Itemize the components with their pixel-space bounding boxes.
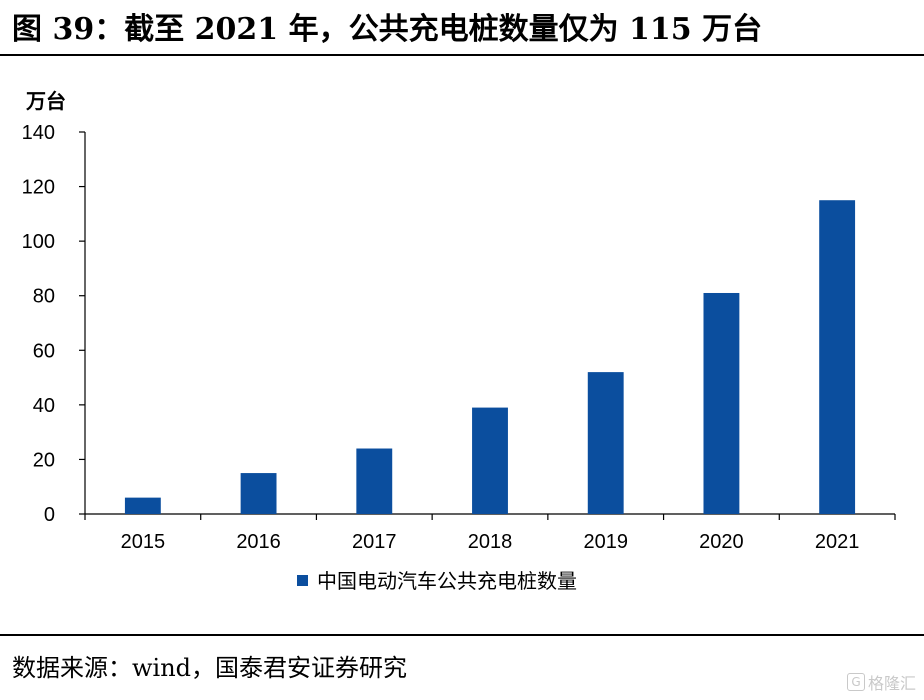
watermark-text: 格隆汇 — [867, 674, 916, 693]
x-tick-label: 2017 — [352, 531, 397, 553]
x-tick-label: 2018 — [468, 531, 513, 553]
x-tick-label: 2020 — [699, 531, 744, 553]
y-tick-label: 20 — [33, 449, 55, 471]
watermark-logo-icon: G — [846, 673, 865, 691]
x-tick-label: 2015 — [121, 531, 166, 553]
x-tick-label: 2019 — [583, 531, 628, 553]
x-axis: 2015 2016 2017 2018 2019 2020 2021 — [84, 513, 896, 553]
y-tick-label: 80 — [33, 286, 55, 308]
bar-2019 — [587, 372, 624, 514]
bar-2015 — [124, 497, 161, 514]
data-source-note: 数据来源：wind，国泰君安证券研究 — [12, 654, 408, 682]
bar-2020 — [703, 292, 740, 514]
x-tick-label: 2021 — [815, 531, 860, 553]
bar-2018 — [472, 407, 508, 514]
bar-series — [124, 200, 856, 514]
title-divider — [0, 54, 924, 56]
y-tick-label: 0 — [44, 504, 55, 526]
bar-2016 — [240, 473, 277, 514]
bar-2017 — [356, 448, 393, 514]
y-tick-label: 120 — [22, 177, 55, 199]
x-tick-label: 2016 — [236, 531, 281, 553]
y-tick-label: 140 — [22, 122, 55, 144]
y-axis-unit-label: 万台 — [25, 89, 66, 113]
footer-divider — [0, 634, 924, 636]
chart-title: 图 39：截至 2021 年，公共充电桩数量仅为 115 万台 — [12, 12, 763, 47]
y-tick-label: 40 — [33, 395, 55, 417]
legend-swatch — [297, 575, 308, 586]
y-tick-label: 100 — [22, 231, 55, 253]
watermark: G 格隆汇 — [846, 670, 916, 694]
y-axis: 0 20 40 60 80 100 120 140 — [22, 122, 86, 526]
y-tick-label: 60 — [33, 340, 55, 362]
legend: 中国电动汽车公共充电桩数量 — [297, 569, 577, 593]
bar-2021 — [819, 200, 856, 514]
legend-label: 中国电动汽车公共充电桩数量 — [317, 569, 577, 593]
